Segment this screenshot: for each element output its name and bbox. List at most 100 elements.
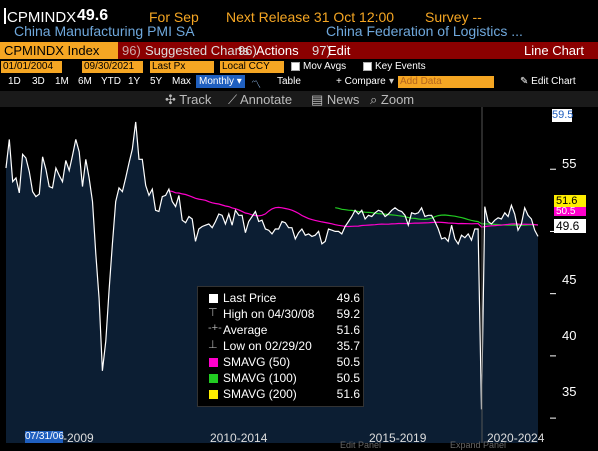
next-release: Next Release 31 Oct 12:00 <box>226 9 395 25</box>
x-tick-label: -2009 <box>63 431 94 445</box>
ticker-field[interactable]: CPMINDX <box>4 8 76 26</box>
edit-panel-button[interactable]: Edit Panel <box>340 440 382 450</box>
chart-type-label[interactable]: Line Chart <box>524 43 584 58</box>
menu-bar: 96) Suggested Charts 96) Actions 97) Edi… <box>0 42 598 59</box>
security-source: China Federation of Logistics ... <box>326 23 523 39</box>
frequency-select[interactable]: Monthly ▾ <box>196 75 245 88</box>
end-date-field[interactable]: 09/30/2021 <box>82 61 143 73</box>
pencil-icon: ✎ <box>520 76 529 87</box>
legend-value: 50.5 <box>336 355 360 369</box>
security-header: CPMINDX 49.6 For Sep Next Release 31 Oct… <box>0 0 598 40</box>
magnifier-icon: ⌕ <box>370 92 378 107</box>
avg-price-tag: 51.6 <box>554 195 586 207</box>
average-marker-icon: -+- <box>208 322 222 334</box>
zoom-tool[interactable]: ⌕ Zoom <box>370 92 414 108</box>
period-1d[interactable]: 1D <box>8 76 21 87</box>
edit-menu[interactable]: Edit <box>328 43 351 58</box>
last-value: 49.6 <box>77 7 109 24</box>
period-1m[interactable]: 1M <box>55 76 69 87</box>
legend-last-price: Last Price 49.6 <box>198 290 363 306</box>
news-label: News <box>326 92 360 107</box>
annotate-label: Annotate <box>240 92 293 107</box>
price-series <box>5 121 539 410</box>
legend-label: High on 04/30/08 <box>223 307 315 321</box>
currency-select[interactable]: Local CCY <box>220 61 284 73</box>
compare-button[interactable]: + Compare <box>336 76 386 87</box>
legend-label: Last Price <box>223 291 277 305</box>
price-chart[interactable] <box>0 107 598 443</box>
legend-label: Average <box>223 323 268 337</box>
mov-avgs-checkbox[interactable] <box>291 62 300 71</box>
high-price-tag: 59.5 <box>552 109 574 122</box>
y-tick-label: 35 <box>562 384 577 399</box>
period-max[interactable]: Max <box>172 76 191 87</box>
add-data-input[interactable]: Add Data <box>398 76 494 88</box>
edit-chart-button[interactable]: ✎ Edit Chart <box>520 76 576 87</box>
start-date-field[interactable]: 01/01/2004 <box>1 61 62 73</box>
legend-high: ⊤ High on 04/30/08 59.2 <box>198 306 363 322</box>
actions-num: 96) <box>238 43 257 58</box>
x-tick-label: 2010-2014 <box>210 431 268 445</box>
table-button[interactable]: Table <box>277 76 301 87</box>
security-name: China Manufacturing PMI SA <box>14 23 195 39</box>
last-price-tag: 49.6 <box>554 219 586 233</box>
legend-swatch <box>209 374 218 383</box>
y-axis <box>481 107 556 443</box>
legend-value: 35.7 <box>336 339 360 353</box>
index-label[interactable]: CPMINDX Index <box>0 42 118 59</box>
line-chart-icon[interactable]: 〽 <box>251 80 261 91</box>
legend-sma200: SMAVG (200) 51.6 <box>198 386 363 402</box>
chart-tools-bar: ✣ Track ⟋ Annotate ▤ News ⌕ Zoom <box>0 91 598 107</box>
bottom-panel-bar: Edit Panel Expand Panel <box>0 440 598 451</box>
chevron-down-icon: ▾ <box>389 76 395 87</box>
actions-menu[interactable]: Actions <box>256 43 299 58</box>
track-label: Track <box>179 92 212 107</box>
x-tick-label: 2020-2024 <box>487 431 545 445</box>
track-tool[interactable]: ✣ Track <box>165 92 211 108</box>
legend-sma100: SMAVG (100) 50.5 <box>198 370 363 386</box>
legend-swatch <box>209 358 218 367</box>
legend-swatch <box>209 294 218 303</box>
legend-low: ⊥ Low on 02/29/20 35.7 <box>198 338 363 354</box>
crosshair-icon: ✣ <box>165 92 176 107</box>
moving-averages <box>168 190 539 228</box>
legend-label: Low on 02/29/20 <box>223 339 312 353</box>
legend-label: SMAVG (100) <box>223 371 297 385</box>
edit-chart-label: Edit Chart <box>531 76 576 87</box>
legend-swatch <box>209 390 218 399</box>
legend-value: 49.6 <box>336 291 360 305</box>
news-tool[interactable]: ▤ News <box>311 92 359 108</box>
suggested-charts-menu[interactable]: Suggested Charts <box>145 43 250 58</box>
x-tick-label: 2015-2019 <box>369 431 427 445</box>
high-marker-icon: ⊤ <box>208 307 218 319</box>
chart-legend[interactable]: Last Price 49.6 ⊤ High on 04/30/08 59.2 … <box>197 286 364 407</box>
y-tick-label: 55 <box>562 156 577 171</box>
period-5y[interactable]: 5Y <box>150 76 163 87</box>
chevron-down-icon: ▾ <box>236 76 242 87</box>
zoom-label: Zoom <box>380 92 415 107</box>
key-events-label: Key Events <box>375 61 426 72</box>
legend-sma50: SMAVG (50) 50.5 <box>198 354 363 370</box>
period-1y[interactable]: 1Y <box>128 76 141 87</box>
legend-label: SMAVG (50) <box>223 355 291 369</box>
legend-value: 51.6 <box>336 387 360 401</box>
legend-value: 50.5 <box>336 371 360 385</box>
period-3d[interactable]: 3D <box>32 76 45 87</box>
legend-value: 59.2 <box>336 307 360 321</box>
sma-price-tag: 50.5 <box>554 207 586 216</box>
annotate-tool[interactable]: ⟋ Annotate <box>228 92 292 108</box>
survey: Survey -- <box>425 9 482 25</box>
x-start-date[interactable]: 07/31/06 <box>25 431 64 443</box>
y-tick-label: 40 <box>562 328 577 343</box>
key-events-checkbox[interactable] <box>363 62 372 71</box>
frequency-label: Monthly <box>199 76 235 87</box>
expand-panel-button[interactable]: Expand Panel <box>450 440 507 450</box>
params-bar: 01/01/2004 09/30/2021 Last Px Local CCY … <box>0 60 598 75</box>
edit-num: 97) <box>312 43 331 58</box>
field-select[interactable]: Last Px <box>150 61 214 73</box>
period-6m[interactable]: 6M <box>78 76 92 87</box>
legend-value: 51.6 <box>336 323 360 337</box>
period-ytd[interactable]: YTD <box>101 76 121 87</box>
sma50-line <box>168 190 539 228</box>
y-tick-label: 45 <box>562 272 577 287</box>
